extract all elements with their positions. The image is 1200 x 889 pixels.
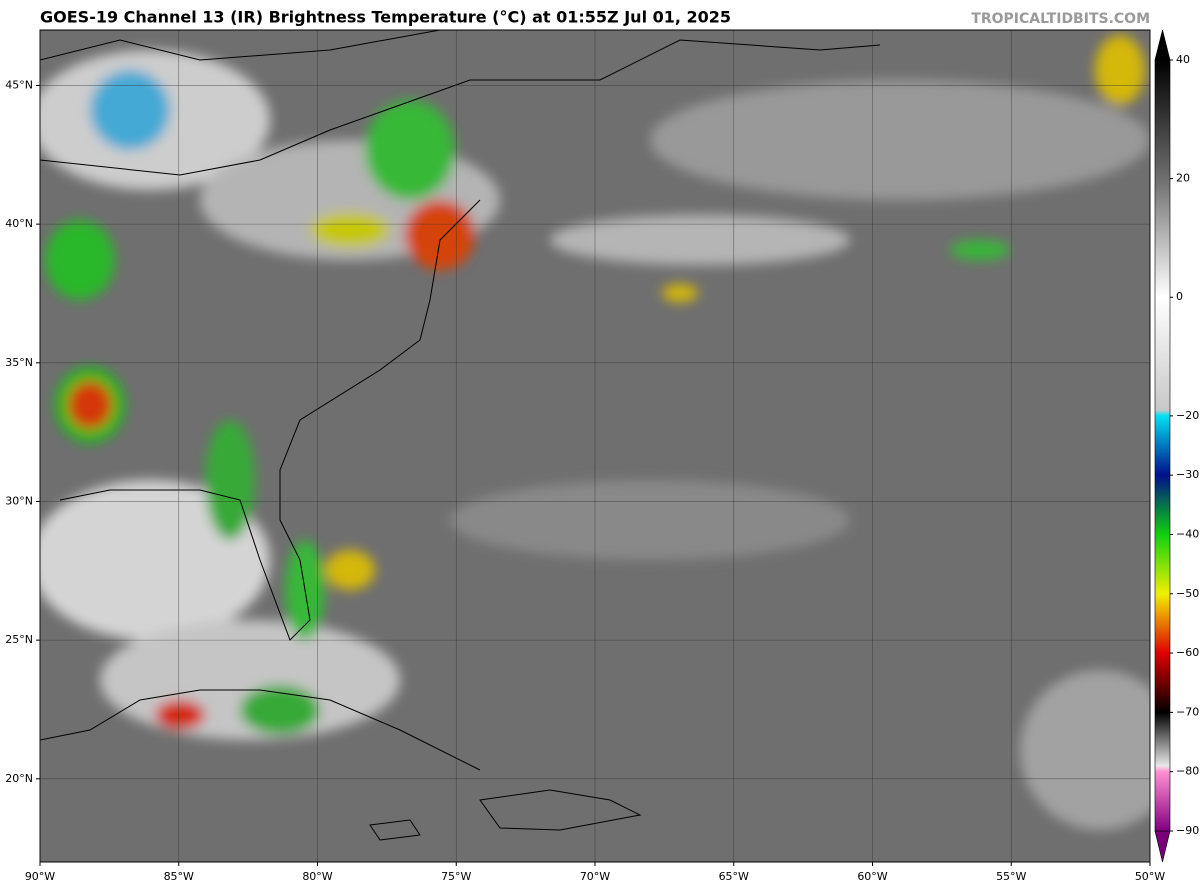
colorbar-tick-label: −40 xyxy=(1176,527,1199,540)
colorbar-tick-label: −90 xyxy=(1176,824,1199,837)
lat-tick-label: 30°N xyxy=(5,494,33,507)
lon-tick-label: 65°W xyxy=(719,870,749,883)
lat-tick-label: 20°N xyxy=(5,772,33,785)
colorbar-extend-lower xyxy=(1154,830,1171,863)
colorbar-tick-label: −60 xyxy=(1176,646,1199,659)
lon-tick-label: 85°W xyxy=(164,870,194,883)
lat-tick-label: 25°N xyxy=(5,633,33,646)
credit: TROPICALTIDBITS.COM xyxy=(971,11,1150,27)
lat-tick-label: 35°N xyxy=(5,356,33,369)
colorbar-tick-label: 0 xyxy=(1176,290,1183,303)
lon-tick-label: 80°W xyxy=(302,870,332,883)
satellite-image xyxy=(40,30,1150,862)
colorbar-tick-label: −50 xyxy=(1176,587,1199,600)
lat-tick-label: 40°N xyxy=(5,217,33,230)
colorbar-tick-label: 20 xyxy=(1176,172,1190,185)
lat-tick-label: 45°N xyxy=(5,78,33,91)
colorbar-tick-label: −70 xyxy=(1176,705,1199,718)
colorbar-tick-label: −30 xyxy=(1176,468,1199,481)
lon-tick-label: 50°W xyxy=(1135,870,1165,883)
colorbar-tick-label: −80 xyxy=(1176,765,1199,778)
colorbar-tick-label: 40 xyxy=(1176,53,1190,66)
lon-tick-label: 75°W xyxy=(441,870,471,883)
colorbar-tick-label: −20 xyxy=(1176,409,1199,422)
lon-tick-label: 70°W xyxy=(580,870,610,883)
title: GOES-19 Channel 13 (IR) Brightness Tempe… xyxy=(40,8,731,27)
colorbar-extend-upper xyxy=(1154,29,1171,61)
lon-tick-label: 90°W xyxy=(25,870,55,883)
lon-tick-label: 55°W xyxy=(996,870,1026,883)
colorbar xyxy=(1154,59,1171,832)
lon-tick-label: 60°W xyxy=(857,870,887,883)
